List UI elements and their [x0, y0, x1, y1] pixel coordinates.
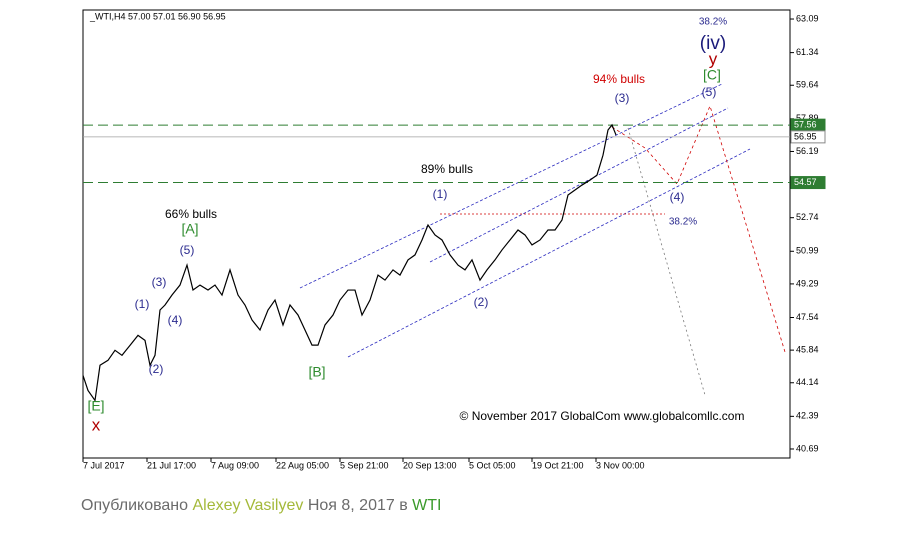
price-label: 57.56 — [794, 120, 817, 130]
annotation: (1) — [433, 187, 448, 201]
annotation: (4) — [168, 313, 183, 327]
projection-red — [611, 104, 786, 353]
annotation: [A] — [181, 221, 198, 237]
annotation: (5) — [180, 243, 195, 257]
annotation: (2) — [474, 295, 489, 309]
symbol-link[interactable]: WTI — [412, 497, 442, 514]
annotation: (3) — [152, 275, 167, 289]
x-tick-label: 7 Jul 2017 — [83, 460, 125, 470]
author-link[interactable]: Alexey Vasilyev — [192, 497, 304, 514]
caption-text: Опубликовано — [81, 497, 189, 514]
x-tick-label: 7 Aug 09:00 — [211, 460, 259, 470]
price-label-box — [790, 176, 826, 190]
y-tick-label: 40.69 — [796, 443, 819, 453]
price-label-box — [790, 130, 826, 144]
y-tick-label: 42.39 — [796, 411, 819, 421]
x-tick-label: 20 Sep 13:00 — [403, 460, 457, 470]
price-label: 56.95 — [794, 131, 817, 141]
projection-gray — [627, 127, 706, 396]
annotation: (3) — [615, 91, 630, 105]
annotation: © November 2017 GlobalCom www.globalcoml… — [460, 409, 745, 423]
x-tick-label: 5 Oct 05:00 — [469, 460, 516, 470]
y-tick-label: 47.54 — [796, 312, 819, 322]
annotation: [C] — [703, 67, 721, 83]
x-tick-label: 21 Jul 17:00 — [147, 460, 196, 470]
y-tick-label: 52.74 — [796, 212, 819, 222]
annotation: (4) — [670, 190, 685, 204]
annotation: 66% bulls — [165, 207, 217, 221]
y-tick-label: 44.14 — [796, 377, 819, 387]
y-tick-label: 50.99 — [796, 246, 819, 256]
annotation: (1) — [135, 297, 150, 311]
x-tick-label: 5 Sep 21:00 — [340, 460, 389, 470]
plot-frame — [82, 9, 791, 459]
annotation: (5) — [702, 85, 717, 99]
x-tick-label: 3 Nov 00:00 — [596, 460, 645, 470]
price-label: 54.57 — [794, 177, 817, 187]
caption-text: Ноя 8, 2017 в — [307, 497, 408, 514]
annotation: 38.2% — [699, 17, 727, 28]
chart-header: _WTI,H4 57.00 57.01 56.90 56.95 — [89, 11, 226, 21]
y-tick-label: 57.89 — [796, 113, 819, 123]
y-tick-label: 59.64 — [796, 80, 819, 90]
caption: Опубликовано Alexey Vasilyev Ноя 8, 2017… — [81, 497, 441, 515]
annotation: (2) — [149, 362, 164, 376]
x-tick-label: 19 Oct 21:00 — [532, 460, 584, 470]
y-tick-label: 56.19 — [796, 146, 819, 156]
y-tick-label: 49.29 — [796, 278, 819, 288]
y-tick-label: 45.84 — [796, 345, 819, 355]
channel-lines — [299, 83, 751, 358]
annotation: 89% bulls — [421, 162, 473, 176]
y-tick-label: 63.09 — [796, 13, 819, 23]
annotation: y — [709, 49, 718, 68]
annotation: (iv) — [700, 33, 726, 54]
price-line-series — [82, 123, 617, 403]
annotation: [B] — [308, 364, 325, 380]
annotation: [E] — [87, 398, 104, 414]
annotation: 94% bulls — [593, 72, 645, 86]
chart: _WTI,H4 57.00 57.01 56.90 56.95 63.09 61.… — [82, 9, 826, 470]
annotation: 38.2% — [669, 217, 697, 228]
x-tick-label: 22 Aug 05:00 — [276, 460, 329, 470]
annotation: x — [92, 415, 101, 434]
y-tick-label: 61.34 — [796, 47, 819, 57]
